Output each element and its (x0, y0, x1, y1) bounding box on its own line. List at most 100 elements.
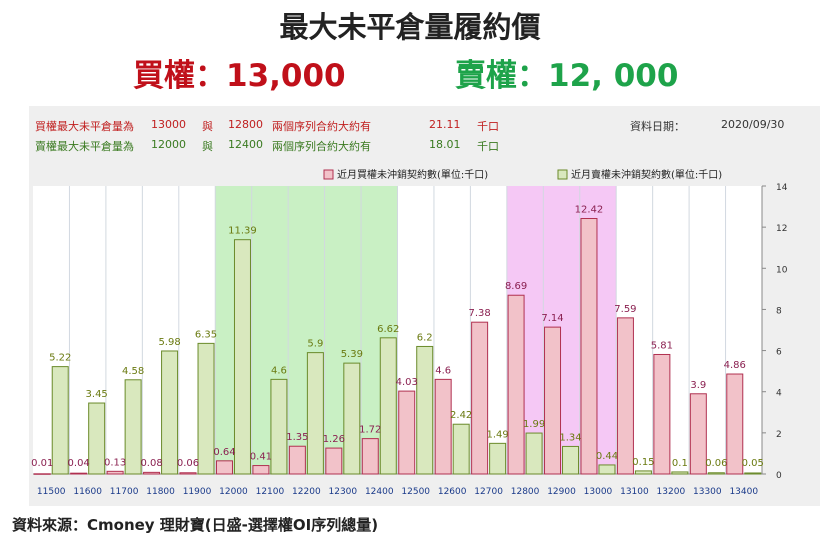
chart-title: 最大未平倉量履約價 (279, 10, 541, 44)
put-bar (489, 442, 507, 475)
x-tick-label: 13000 (584, 487, 613, 497)
put-bar (744, 472, 762, 475)
call-bar (179, 472, 197, 475)
y-tick-label: 4 (776, 389, 782, 399)
put-info-text: 賣權最大未平倉量為 (35, 140, 134, 153)
put-data-label: 3.45 (86, 389, 108, 400)
call-data-label: 7.38 (468, 308, 490, 319)
put-bar (671, 471, 689, 475)
call-info-desc: 兩個序列合約大約有 (272, 120, 371, 133)
call-data-label: 0.64 (213, 447, 235, 458)
y-tick-label: 12 (776, 224, 787, 234)
call-data-label: 7.14 (541, 313, 563, 324)
put-info-desc: 兩個序列合約大約有 (272, 140, 371, 153)
put-data-label: 6.62 (377, 324, 399, 335)
put-max-oi-heading: 賣權：12, 000 (455, 58, 679, 94)
put-data-label: 0.1 (672, 458, 688, 469)
put-data-label: 0.15 (632, 457, 654, 468)
put-bar (416, 345, 434, 475)
call-data-label: 4.6 (435, 365, 451, 376)
call-data-label: 0.01 (31, 458, 53, 469)
put-bar (707, 472, 725, 475)
call-info-text: 買權最大未平倉量為 (35, 120, 134, 133)
x-tick-label: 12900 (547, 487, 576, 497)
call-bar (361, 438, 379, 475)
call-bar (616, 317, 634, 475)
x-tick-label: 11600 (73, 487, 102, 497)
call-data-label: 1.72 (359, 425, 381, 436)
x-tick-label: 11900 (183, 487, 212, 497)
put-data-label: 1.34 (559, 432, 581, 443)
x-tick-label: 12000 (219, 487, 248, 497)
put-bar (525, 432, 543, 475)
x-tick-label: 12700 (474, 487, 503, 497)
put-data-label: 6.2 (417, 332, 433, 343)
highlight-zone-buy (506, 186, 617, 474)
x-tick-label: 11700 (110, 487, 139, 497)
put-data-label: 0.05 (742, 458, 764, 469)
x-tick-label: 13100 (620, 487, 649, 497)
x-tick-label: 12600 (438, 487, 467, 497)
call-bar (325, 447, 343, 475)
legend-swatch-put (557, 169, 568, 180)
call-data-label: 0.04 (68, 458, 90, 469)
put-data-label: 11.39 (228, 226, 257, 237)
put-bar (598, 464, 616, 475)
put-bar (306, 352, 324, 475)
put-bar (88, 402, 106, 475)
call-bar (143, 471, 161, 475)
put-bar (343, 362, 361, 475)
put-data-label: 2.42 (450, 410, 472, 421)
put-bar (379, 337, 397, 475)
call-info-strike: 13000 (151, 118, 186, 131)
call-info-value: 21.11 (429, 118, 461, 131)
put-info-strike: 12000 (151, 138, 186, 151)
call-bar (653, 353, 671, 475)
put-data-label: 1.99 (523, 419, 545, 430)
put-data-label: 0.44 (596, 451, 618, 462)
y-tick-label: 6 (776, 348, 782, 358)
put-data-label: 5.39 (341, 349, 363, 360)
put-info-conj: 與 (202, 140, 213, 153)
x-tick-label: 12100 (256, 487, 285, 497)
call-data-label: 4.03 (396, 377, 418, 388)
call-data-label: 0.41 (250, 452, 272, 463)
put-data-label: 5.22 (49, 353, 71, 364)
x-tick-label: 13200 (657, 487, 686, 497)
x-tick-label: 13400 (729, 487, 758, 497)
call-bar (70, 472, 88, 475)
x-tick-label: 12300 (329, 487, 358, 497)
call-bar (288, 445, 306, 475)
put-data-label: 1.49 (486, 429, 508, 440)
source-note: 資料來源：Cmoney 理財寶(日盛-選擇權OI序列總量) (12, 516, 379, 534)
call-bar (689, 393, 707, 475)
put-data-label: 4.6 (271, 365, 287, 376)
put-bar (270, 378, 288, 475)
call-bar (252, 465, 270, 475)
call-data-label: 3.9 (690, 380, 706, 391)
call-bar (434, 378, 452, 475)
data-date-value: 2020/09/30 (721, 118, 785, 131)
call-bar (106, 470, 124, 475)
call-bar (580, 218, 598, 475)
data-date-label: 資料日期： (630, 120, 685, 133)
put-info-unit: 千口 (477, 140, 499, 153)
x-tick-label: 12800 (511, 487, 540, 497)
x-tick-label: 12500 (401, 487, 430, 497)
call-bar (398, 390, 416, 475)
legend-swatch-call (323, 169, 334, 180)
call-bar (33, 473, 51, 475)
bar-chart: 0 2 4 6 8 10 12 14 0.01 5.22 11500 0.04 3.45 11600 0.1… (31, 168, 788, 497)
call-data-label: 0.06 (177, 458, 199, 469)
call-max-oi-heading: 買權：13,000 (133, 58, 346, 94)
call-bar (215, 460, 233, 475)
call-data-label: 1.26 (323, 434, 345, 445)
y-tick-label: 0 (776, 471, 782, 481)
x-tick-label: 12200 (292, 487, 321, 497)
x-tick-label: 13300 (693, 487, 722, 497)
x-tick-label: 12400 (365, 487, 394, 497)
put-bar (562, 445, 580, 475)
put-bar (197, 342, 215, 475)
call-info-conj: 與 (202, 120, 213, 133)
put-data-label: 0.06 (705, 458, 727, 469)
